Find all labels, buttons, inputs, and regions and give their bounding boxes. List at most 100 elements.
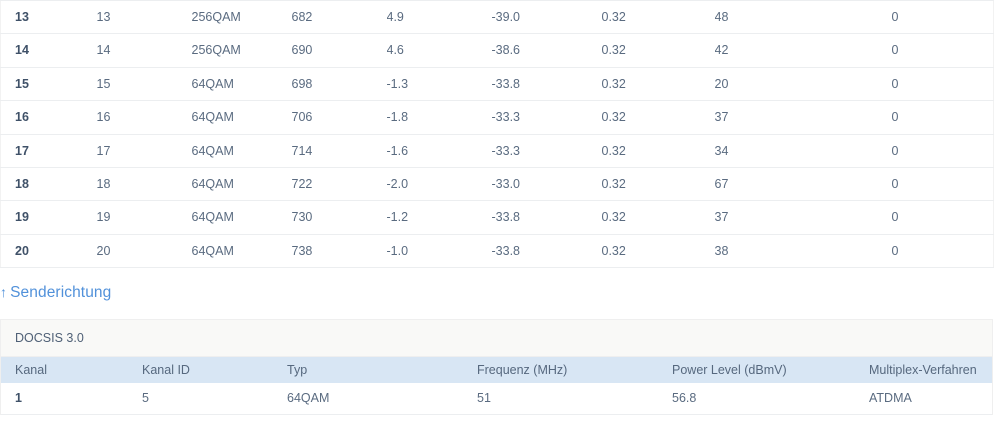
cell-kanal: 15 bbox=[0, 67, 97, 102]
cell-snr: -39.0 bbox=[491, 0, 602, 35]
table-row: 18 18 64QAM 722 -2.0 -33.0 0.32 67 0 bbox=[0, 167, 994, 202]
upstream-section-heading: ↑ Senderichtung bbox=[0, 282, 111, 303]
cell-mer: 0.32 bbox=[601, 200, 715, 235]
column-header-multiplex-verfahren: Multiplex-Verfahren bbox=[869, 357, 992, 383]
cell-kanal-id: 5 bbox=[142, 383, 287, 415]
cell-korrigierte-fehler: 20 bbox=[714, 67, 892, 102]
upstream-table-body: 1 5 64QAM 51 56.8 ATDMA bbox=[1, 383, 992, 415]
cell-multiplex-verfahren: ATDMA bbox=[869, 383, 992, 415]
column-header-frequenz: Frequenz (MHz) bbox=[477, 357, 672, 383]
cell-unkorrigierbare-fehler: 0 bbox=[891, 67, 994, 102]
panel-title-docsis-version: DOCSIS 3.0 bbox=[1, 320, 992, 357]
cell-typ: 256QAM bbox=[191, 33, 292, 68]
cell-snr: -33.8 bbox=[491, 200, 602, 235]
cell-kanal: 14 bbox=[0, 33, 97, 68]
cell-snr: -33.3 bbox=[491, 100, 602, 135]
table-row: 1 5 64QAM 51 56.8 ATDMA bbox=[1, 383, 992, 415]
cell-typ: 64QAM bbox=[191, 100, 292, 135]
cell-kanal: 17 bbox=[0, 134, 97, 169]
cell-frequenz: 706 bbox=[291, 100, 387, 135]
cell-kanal-id: 16 bbox=[96, 100, 192, 135]
cell-frequenz: 682 bbox=[291, 0, 387, 35]
cell-power-level: -1.8 bbox=[386, 100, 492, 135]
cell-korrigierte-fehler: 37 bbox=[714, 200, 892, 235]
cell-kanal: 16 bbox=[0, 100, 97, 135]
upstream-panel: DOCSIS 3.0 Kanal Kanal ID Typ Frequenz (… bbox=[0, 319, 993, 415]
cell-frequenz: 730 bbox=[291, 200, 387, 235]
table-row: 17 17 64QAM 714 -1.6 -33.3 0.32 34 0 bbox=[0, 134, 994, 169]
cell-unkorrigierbare-fehler: 0 bbox=[891, 167, 994, 202]
cell-power-level: -1.6 bbox=[386, 134, 492, 169]
table-row: 13 13 256QAM 682 4.9 -39.0 0.32 48 0 bbox=[0, 0, 994, 35]
cell-unkorrigierbare-fehler: 0 bbox=[891, 134, 994, 169]
column-header-typ: Typ bbox=[287, 357, 477, 383]
cell-power-level: 4.6 bbox=[386, 33, 492, 68]
cell-kanal-id: 17 bbox=[96, 134, 192, 169]
downstream-table-body: 13 13 256QAM 682 4.9 -39.0 0.32 48 0 14 … bbox=[0, 0, 994, 269]
table-row: 14 14 256QAM 690 4.6 -38.6 0.32 42 0 bbox=[0, 33, 994, 68]
cell-mer: 0.32 bbox=[601, 134, 715, 169]
cell-typ: 64QAM bbox=[191, 134, 292, 169]
cell-kanal: 20 bbox=[0, 234, 97, 269]
cell-frequenz: 714 bbox=[291, 134, 387, 169]
upstream-table-head: Kanal Kanal ID Typ Frequenz (MHz) Power … bbox=[1, 357, 992, 383]
cell-unkorrigierbare-fehler: 0 bbox=[891, 200, 994, 235]
cell-frequenz: 690 bbox=[291, 33, 387, 68]
column-header-power-level: Power Level (dBmV) bbox=[672, 357, 869, 383]
cell-korrigierte-fehler: 42 bbox=[714, 33, 892, 68]
cell-kanal: 1 bbox=[1, 383, 142, 415]
cell-frequenz: 51 bbox=[477, 383, 672, 415]
cell-kanal-id: 19 bbox=[96, 200, 192, 235]
cell-kanal-id: 14 bbox=[96, 33, 192, 68]
table-header-row: Kanal Kanal ID Typ Frequenz (MHz) Power … bbox=[1, 357, 992, 383]
cell-mer: 0.32 bbox=[601, 33, 715, 68]
cell-snr: -33.8 bbox=[491, 67, 602, 102]
arrow-up-icon: ↑ bbox=[0, 284, 8, 300]
cell-frequenz: 722 bbox=[291, 167, 387, 202]
cell-snr: -33.8 bbox=[491, 234, 602, 269]
cell-power-level: -1.2 bbox=[386, 200, 492, 235]
cell-power-level: -1.3 bbox=[386, 67, 492, 102]
table-row: 19 19 64QAM 730 -1.2 -33.8 0.32 37 0 bbox=[0, 200, 994, 235]
cell-kanal: 13 bbox=[0, 0, 97, 35]
cell-korrigierte-fehler: 48 bbox=[714, 0, 892, 35]
cell-power-level: 56.8 bbox=[672, 383, 869, 415]
cell-typ: 64QAM bbox=[191, 167, 292, 202]
cell-kanal-id: 13 bbox=[96, 0, 192, 35]
cell-snr: -38.6 bbox=[491, 33, 602, 68]
cell-power-level: -1.0 bbox=[386, 234, 492, 269]
cell-unkorrigierbare-fehler: 0 bbox=[891, 0, 994, 35]
cell-frequenz: 738 bbox=[291, 234, 387, 269]
cell-korrigierte-fehler: 67 bbox=[714, 167, 892, 202]
column-header-kanal: Kanal bbox=[1, 357, 142, 383]
cell-unkorrigierbare-fehler: 0 bbox=[891, 100, 994, 135]
cell-kanal: 19 bbox=[0, 200, 97, 235]
cell-typ: 256QAM bbox=[191, 0, 292, 35]
column-header-kanal-id: Kanal ID bbox=[142, 357, 287, 383]
cell-mer: 0.32 bbox=[601, 100, 715, 135]
cell-snr: -33.3 bbox=[491, 134, 602, 169]
cell-kanal: 18 bbox=[0, 167, 97, 202]
cell-power-level: -2.0 bbox=[386, 167, 492, 202]
cell-kanal-id: 15 bbox=[96, 67, 192, 102]
cell-mer: 0.32 bbox=[601, 167, 715, 202]
cell-korrigierte-fehler: 38 bbox=[714, 234, 892, 269]
cell-typ: 64QAM bbox=[191, 67, 292, 102]
cell-typ: 64QAM bbox=[287, 383, 477, 415]
cell-korrigierte-fehler: 37 bbox=[714, 100, 892, 135]
upstream-channel-table: Kanal Kanal ID Typ Frequenz (MHz) Power … bbox=[1, 357, 992, 415]
cell-mer: 0.32 bbox=[601, 0, 715, 35]
cell-unkorrigierbare-fehler: 0 bbox=[891, 234, 994, 269]
cell-mer: 0.32 bbox=[601, 67, 715, 102]
cell-korrigierte-fehler: 34 bbox=[714, 134, 892, 169]
cell-frequenz: 698 bbox=[291, 67, 387, 102]
cell-typ: 64QAM bbox=[191, 200, 292, 235]
upstream-section-title: Senderichtung bbox=[10, 284, 112, 301]
cell-kanal-id: 18 bbox=[96, 167, 192, 202]
cell-typ: 64QAM bbox=[191, 234, 292, 269]
table-row: 20 20 64QAM 738 -1.0 -33.8 0.32 38 0 bbox=[0, 234, 994, 269]
cell-mer: 0.32 bbox=[601, 234, 715, 269]
cell-unkorrigierbare-fehler: 0 bbox=[891, 33, 994, 68]
table-row: 16 16 64QAM 706 -1.8 -33.3 0.32 37 0 bbox=[0, 100, 994, 135]
